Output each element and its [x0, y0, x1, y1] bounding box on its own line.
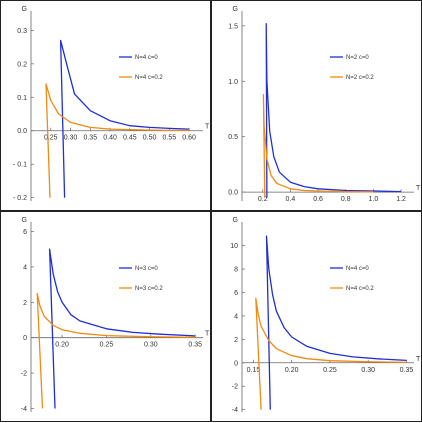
x-axis-label: T — [205, 331, 210, 338]
series-line-0 — [265, 235, 407, 410]
y-axis-label: G — [233, 6, 238, 13]
y-axis-label: G — [22, 217, 27, 224]
chart-panel-bottom-right: -4 -2 0 2 4 6 8 10 0.15 0.20 0.25 0.30 0.35 G T N=4 c=0… — [211, 211, 422, 422]
x-tick-label: 0.25 — [44, 135, 58, 142]
x-tick-label: 0.35 — [188, 342, 202, 349]
x-axis-label: T — [205, 124, 210, 131]
x-tick-label: 0.60 — [182, 135, 196, 142]
series-line-1 — [255, 297, 407, 410]
y-tick-label: 0.0 — [17, 128, 27, 135]
y-tick-label: -2 — [21, 371, 27, 378]
series-line-1 — [36, 292, 196, 409]
x-tick-label: 0.20 — [55, 342, 69, 349]
x-tick-label: 0.4 — [286, 196, 296, 203]
series-line-1 — [262, 93, 374, 198]
x-tick-label: 0.35 — [83, 135, 97, 142]
x-tick-label: 0.2 — [258, 196, 268, 203]
x-tick-label: 0.6 — [313, 196, 323, 203]
chart-svg: 0.0 0.5 1.0 1.5 0.2 0.4 0.6 0.8 1.0 1.2 G T N=2 c=0 N… — [228, 6, 421, 203]
y-tick-label: 0.0 — [228, 190, 238, 197]
y-tick-label: -4 — [21, 406, 27, 413]
x-tick-label: 0.15 — [247, 367, 261, 374]
y-tick-label: 2 — [234, 337, 238, 344]
x-tick-label: 0.20 — [285, 367, 299, 374]
x-tick-label: 0.30 — [361, 367, 375, 374]
chart-panel-top-right: 0.0 0.5 1.0 1.5 0.2 0.4 0.6 0.8 1.0 1.2 G T N=2 c=0 N… — [211, 0, 422, 211]
x-tick-label: 0.30 — [144, 342, 158, 349]
y-tick-label: - 0.1 — [13, 162, 27, 169]
y-tick-label: 0.3 — [17, 28, 27, 35]
legend-label-1: N=2 c=0.2 — [346, 75, 374, 81]
chart-svg: -4 -2 0 2 4 6 8 10 0.15 0.20 0.25 0.30 0.35 G T N=4 c=0… — [230, 217, 421, 414]
legend-label-1: N=3 c=0.2 — [135, 286, 163, 292]
x-tick-label: 0.40 — [103, 135, 117, 142]
legend-label-0: N=4 c=0 — [346, 266, 369, 272]
y-tick-label: 6 — [234, 290, 238, 297]
legend-label-1: N=4 c=0.2 — [346, 286, 374, 292]
x-tick-label: 0.25 — [100, 342, 114, 349]
y-tick-label: 4 — [23, 264, 27, 271]
x-tick-label: 1.2 — [396, 196, 406, 203]
series-line-0 — [59, 39, 190, 198]
x-tick-label: 0.30 — [64, 135, 78, 142]
y-tick-label: 10 — [230, 243, 238, 250]
y-tick-label: 0.2 — [17, 61, 27, 68]
y-axis-label: G — [22, 6, 27, 13]
x-tick-label: 0.50 — [143, 135, 157, 142]
x-tick-label: 0.25 — [323, 367, 337, 374]
chart-svg: - 0.2 - 0.1 0.0 0.1 0.2 0.3 0.25 0.30 0.35 0.40 0.… — [13, 6, 210, 202]
y-tick-label: 0.5 — [228, 134, 238, 141]
series-line-1 — [45, 83, 190, 198]
y-tick-label: 8 — [234, 267, 238, 274]
x-tick-label: 0.8 — [341, 196, 351, 203]
x-axis-label: T — [416, 185, 421, 192]
series-line-0 — [265, 23, 402, 198]
y-tick-label: 4 — [234, 313, 238, 320]
y-tick-label: 0 — [234, 360, 238, 367]
y-axis-label: G — [233, 217, 238, 224]
series-line-0 — [48, 248, 196, 409]
y-tick-label: - 0.2 — [13, 195, 27, 202]
chart-panel-bottom-left: -4 -2 0 2 4 6 0.20 0.25 0.30 0.35 G T N=3 c=0 N=3 c=0… — [0, 211, 211, 422]
y-tick-label: 0.1 — [17, 95, 27, 102]
y-tick-label: -2 — [232, 384, 238, 391]
legend-label-0: N=4 c=0 — [135, 55, 158, 61]
legend-label-0: N=3 c=0 — [135, 266, 158, 272]
y-tick-label: 6 — [23, 229, 27, 236]
y-tick-label: 1.5 — [228, 23, 238, 30]
y-tick-label: 0 — [23, 335, 27, 342]
x-tick-label: 0.55 — [163, 135, 177, 142]
legend-label-1: N=4 c=0.2 — [135, 75, 163, 81]
x-axis-label: T — [416, 356, 421, 363]
y-tick-label: 1.0 — [228, 79, 238, 86]
legend-label-0: N=2 c=0 — [346, 55, 369, 61]
chart-svg: -4 -2 0 2 4 6 0.20 0.25 0.30 0.35 G T N=3 c=0 N=3 c=0… — [21, 217, 210, 413]
x-tick-label: 0.35 — [400, 367, 414, 374]
chart-panel-top-left: - 0.2 - 0.1 0.0 0.1 0.2 0.3 0.25 0.30 0.35 0.40 0.… — [0, 0, 211, 211]
y-tick-label: 2 — [23, 300, 27, 307]
x-tick-label: 1.0 — [369, 196, 379, 203]
y-tick-label: -4 — [232, 407, 238, 414]
x-tick-label: 0.45 — [123, 135, 137, 142]
